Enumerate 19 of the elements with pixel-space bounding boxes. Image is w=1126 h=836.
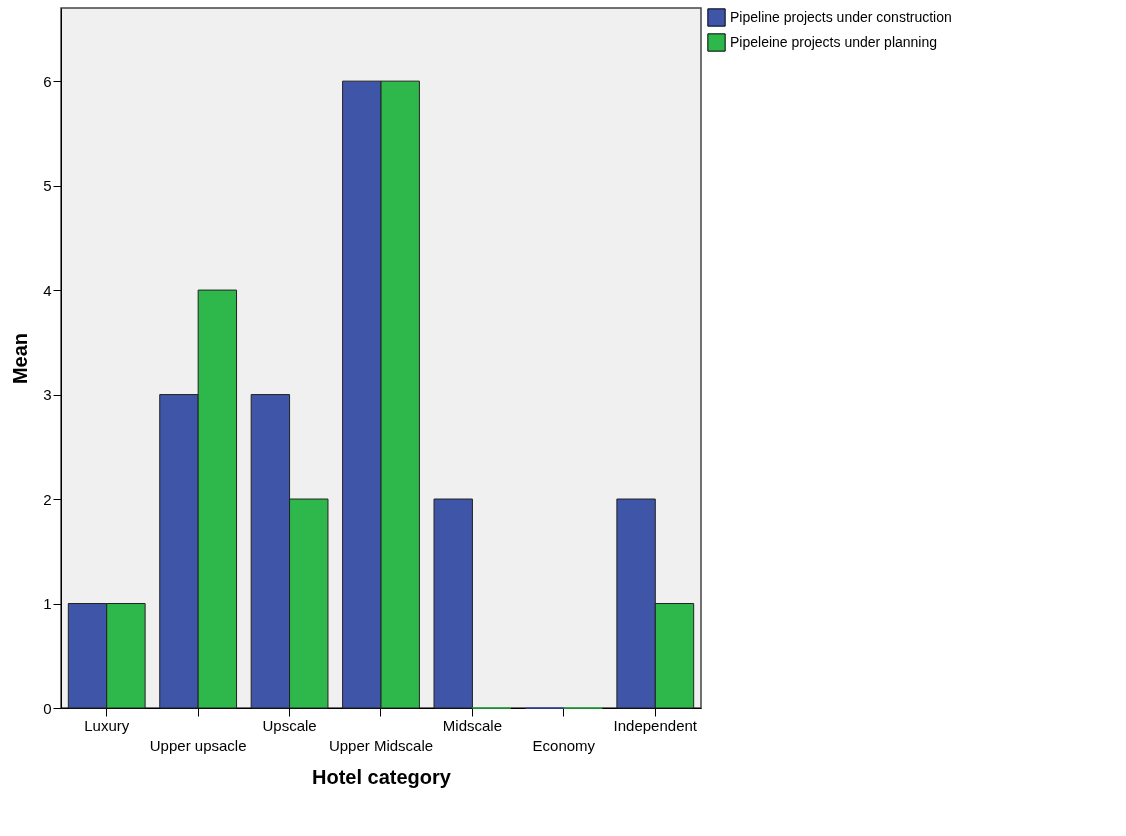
y-axis-title: Mean: [9, 332, 32, 385]
x-tick-label: Midscale: [442, 716, 503, 734]
y-tick-label: 0: [43, 699, 52, 717]
x-axis-title: Hotel category: [312, 765, 452, 788]
y-tick-label: 6: [43, 72, 52, 90]
x-tick-label: Upper Midscale: [328, 736, 434, 754]
x-tick-label: Economy: [532, 736, 596, 754]
x-tick-label: Upscale: [262, 716, 317, 734]
y-tick-label: 5: [43, 177, 52, 195]
x-tick-label: Independent: [613, 716, 698, 734]
y-tick-label: 1: [43, 595, 52, 613]
y-tick-label: 3: [43, 386, 52, 404]
x-tick-label: Luxury: [84, 716, 130, 734]
x-tick-label: Upper upsacle: [149, 736, 247, 754]
legend-label: Pipeleine projects under planning: [730, 33, 938, 50]
legend-label: Pipeline projects under construction: [730, 8, 952, 25]
y-tick-label: 2: [43, 490, 52, 508]
y-tick-label: 4: [43, 281, 52, 299]
bar: [433, 498, 473, 709]
